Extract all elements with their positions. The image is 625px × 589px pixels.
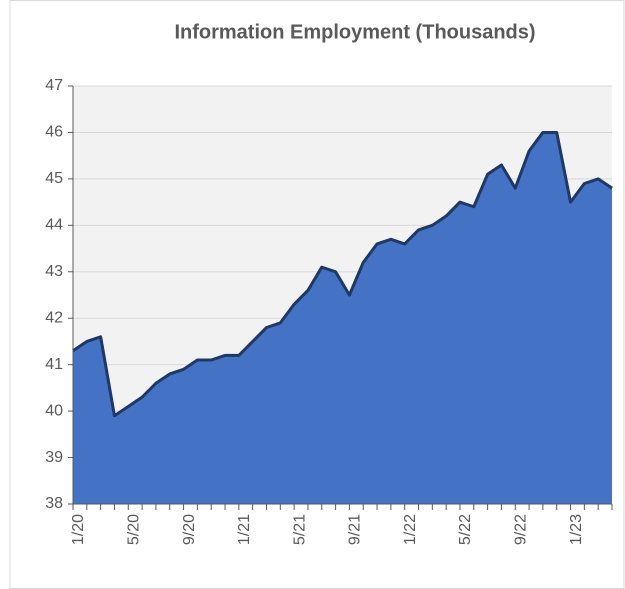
- y-tick-label: 42: [45, 309, 63, 326]
- y-tick-label: 41: [45, 356, 63, 373]
- x-tick-label: 1/21: [236, 514, 253, 545]
- y-tick-label: 47: [45, 77, 63, 94]
- y-tick-label: 46: [45, 124, 63, 141]
- x-tick-label: 9/22: [512, 514, 529, 545]
- x-tick-label: 1/20: [70, 514, 87, 545]
- y-tick-label: 38: [45, 495, 63, 512]
- y-tick-label: 44: [45, 217, 63, 234]
- y-tick-label: 45: [45, 170, 63, 187]
- y-tick-label: 43: [45, 263, 63, 280]
- area: [73, 132, 612, 504]
- x-tick-label: 5/22: [457, 514, 474, 545]
- x-tick-label: 5/20: [126, 514, 143, 545]
- x-tick-label: 9/20: [181, 514, 198, 545]
- x-tick-label: 1/23: [568, 514, 585, 545]
- y-tick-label: 39: [45, 449, 63, 466]
- chart-title: Information Employment (Thousands): [174, 21, 535, 43]
- x-tick-label: 1/22: [402, 514, 419, 545]
- x-tick-label: 5/21: [291, 514, 308, 545]
- y-tick-label: 40: [45, 402, 63, 419]
- area-line: [72, 130, 613, 418]
- x-tick-label: 9/21: [347, 514, 364, 545]
